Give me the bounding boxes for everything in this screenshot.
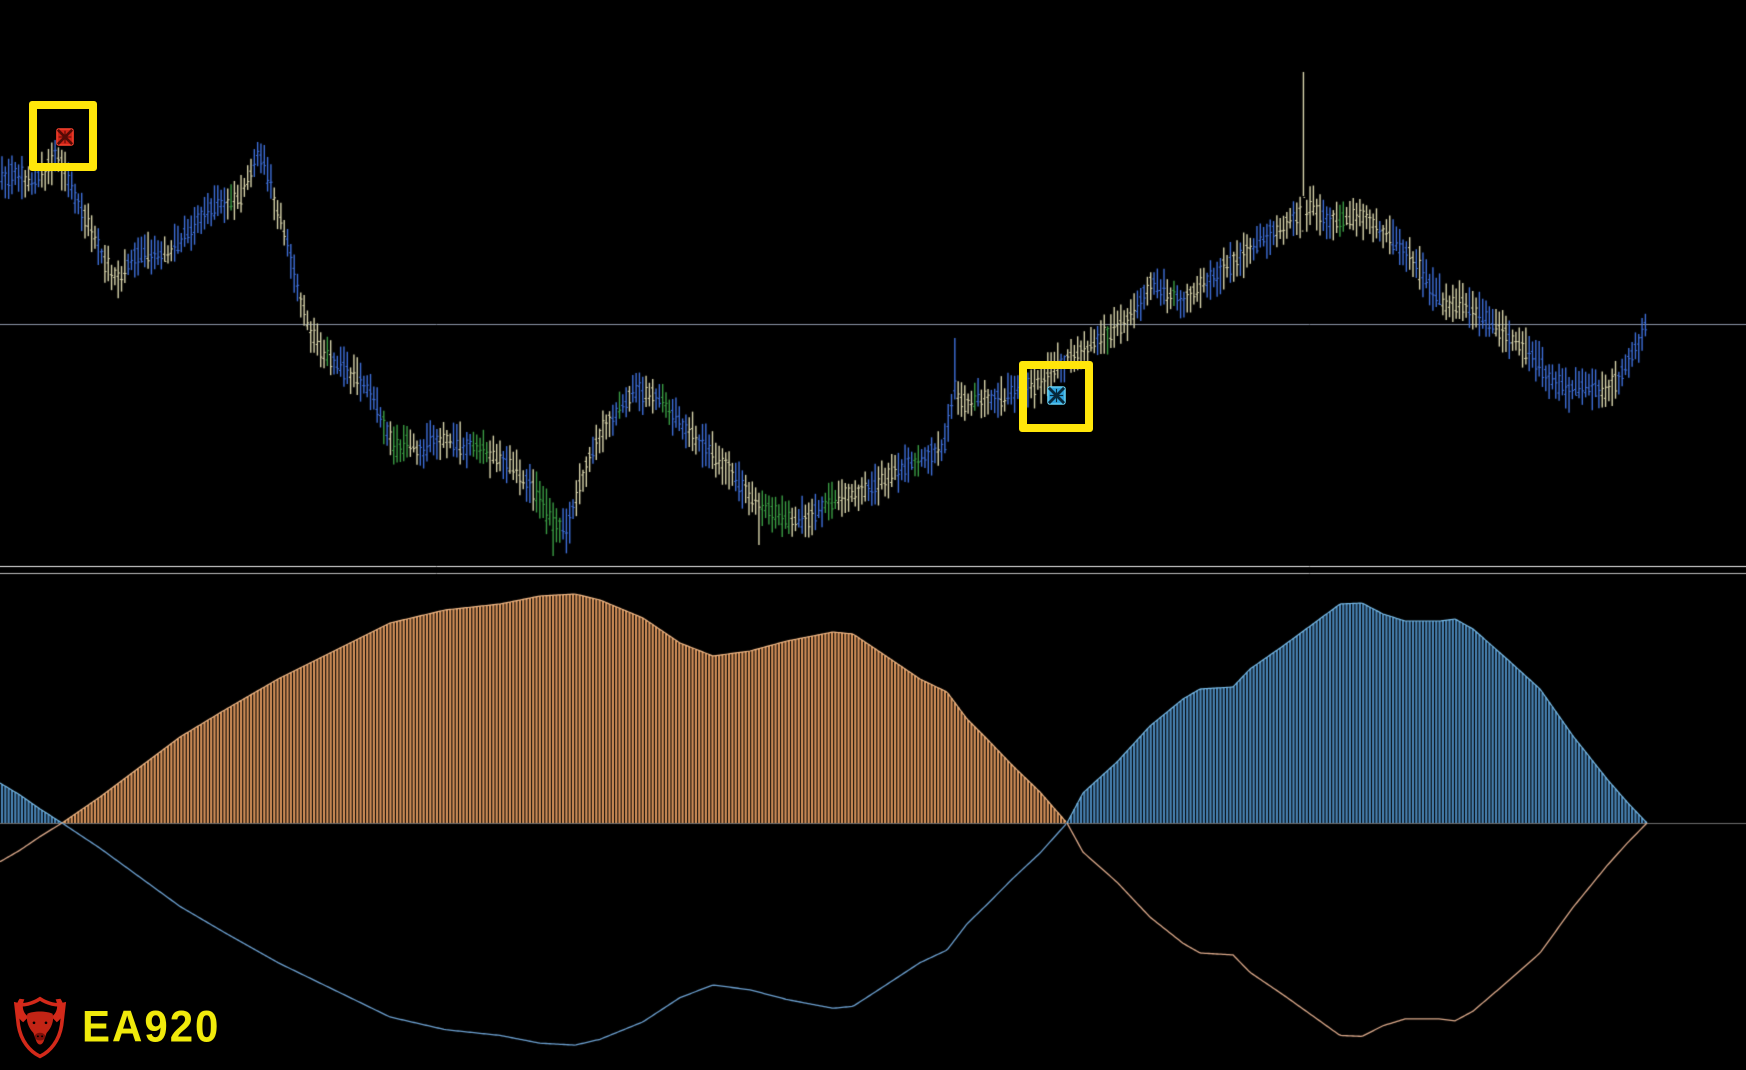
ea920-logo: EA920 xyxy=(10,993,220,1061)
bull-shield-icon xyxy=(13,996,67,1059)
buy-signal-highlight-box[interactable] xyxy=(1019,361,1093,432)
sell-signal-icon[interactable] xyxy=(56,128,74,146)
sell-signal-highlight-box[interactable] xyxy=(29,101,97,171)
logo-text: EA920 xyxy=(82,1001,221,1052)
buy-signal-icon[interactable] xyxy=(1046,385,1066,405)
